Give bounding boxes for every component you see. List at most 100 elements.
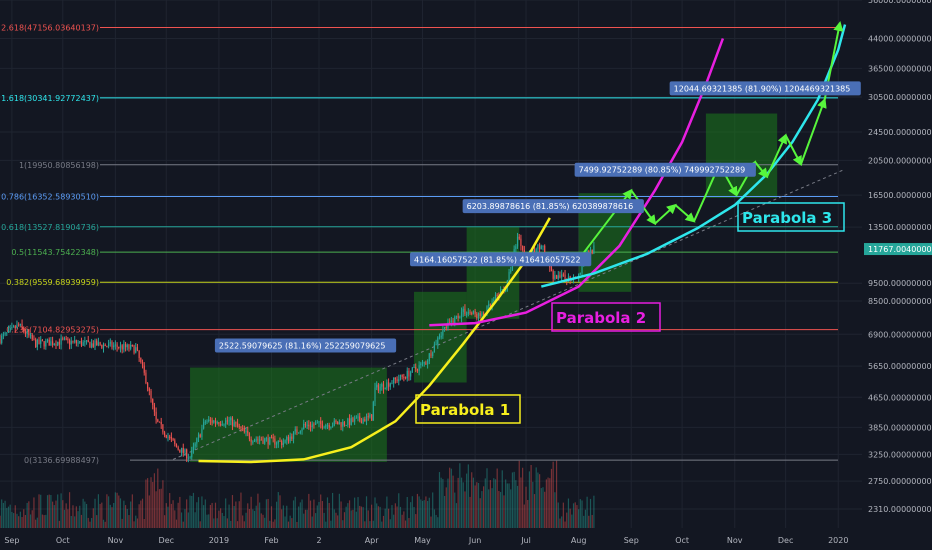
candle-body	[355, 417, 357, 419]
candle-body	[113, 345, 115, 348]
price-axis[interactable]: 56000.00000000 44000.00000000 36500.000000…	[864, 0, 932, 514]
candle-body	[360, 420, 363, 424]
volume-bar	[520, 477, 522, 528]
candle-body	[488, 304, 490, 307]
volume-bar	[55, 500, 57, 528]
candle-body	[299, 431, 301, 433]
volume-bar	[396, 506, 398, 528]
volume-bar	[60, 493, 62, 528]
volume-bar	[418, 496, 420, 528]
candle-body	[77, 342, 79, 344]
volume-bar	[80, 514, 83, 528]
volume-bar	[316, 505, 318, 528]
candle-body	[102, 344, 105, 348]
volume-bar	[425, 496, 427, 528]
candle-body	[304, 423, 307, 425]
fib-level-label: 0.236(7104.82953275)	[6, 326, 99, 335]
y-tick-label: 13500.00000000	[868, 223, 932, 232]
candle-body	[427, 360, 429, 365]
volume-bar	[52, 501, 54, 528]
candle-body	[1, 335, 3, 343]
volume-bar	[19, 511, 21, 528]
volume-bar	[367, 510, 369, 528]
candle-body	[372, 401, 374, 421]
candle-body	[374, 387, 376, 402]
y-tick-label: 2750.00000000	[868, 477, 932, 486]
volume-bar	[450, 468, 452, 528]
volume-bar	[309, 500, 312, 528]
volume-bar	[494, 479, 497, 528]
projection-arrow	[766, 133, 787, 178]
candle-body	[386, 382, 388, 389]
candle-body	[362, 419, 364, 424]
volume-bar	[97, 494, 100, 528]
volume-bar	[287, 521, 290, 528]
projection-arrow	[654, 203, 677, 225]
volume-bar	[387, 508, 390, 528]
y-tick-label: 16500.00000000	[868, 191, 932, 200]
volume-bar	[206, 514, 208, 528]
volume-bar	[48, 494, 50, 528]
volume-bar	[274, 519, 276, 528]
candle-body	[148, 388, 150, 391]
candle-body	[396, 379, 398, 382]
candle-body	[330, 426, 332, 428]
volume-bar	[572, 503, 575, 528]
volume-bar	[14, 505, 16, 528]
volume-bar	[177, 502, 179, 528]
candle-body	[74, 340, 76, 342]
time-axis[interactable]: Sep Oct Nov Dec 2019 Feb 2 Apr May Jun Jul Aug Sep Oc…	[4, 536, 848, 545]
volume-bar	[57, 494, 59, 528]
candle-body	[138, 350, 140, 358]
volume-bar	[121, 518, 123, 528]
measure-label-text: 12044.69321385 (81.90%) 1204469321385	[674, 84, 851, 93]
candle-body	[40, 340, 42, 344]
y-tick-label: 3250.00000000	[868, 450, 932, 459]
candle-body	[223, 424, 225, 426]
candle-body	[60, 338, 62, 345]
candle-body	[145, 372, 147, 384]
candle-body	[226, 420, 228, 422]
candle-body	[19, 323, 21, 325]
candle-body	[454, 316, 456, 324]
volume-bar	[155, 491, 157, 528]
candle-body	[225, 420, 227, 425]
volume-bar	[311, 516, 313, 528]
candle-body	[180, 447, 183, 453]
candle-body	[369, 414, 371, 417]
volume-bar	[427, 500, 429, 528]
volume-bar	[379, 506, 381, 528]
x-tick-label: 2019	[209, 536, 229, 545]
volume-bar	[279, 495, 281, 528]
candle-body	[432, 352, 434, 357]
volume-bar	[29, 514, 32, 528]
candle-body	[236, 423, 239, 427]
volume-bar	[296, 521, 298, 528]
volume-bar	[286, 505, 288, 528]
volume-bar	[423, 500, 425, 528]
volume-bar	[84, 501, 86, 528]
candle-body	[99, 342, 101, 345]
volume-bar	[471, 472, 473, 528]
candle-body	[192, 446, 195, 451]
candle-body	[87, 340, 89, 343]
candle-body	[345, 424, 347, 426]
volume-bar	[354, 497, 356, 528]
candle-body	[179, 449, 181, 453]
volume-bar	[53, 505, 55, 528]
candle-body	[291, 436, 293, 439]
candle-body	[449, 322, 451, 324]
candle-body	[491, 301, 493, 306]
candle-body	[457, 315, 459, 319]
volume-bar	[404, 520, 407, 528]
candle-body	[462, 308, 464, 312]
volume-bar	[225, 498, 227, 528]
candle-body	[501, 289, 503, 291]
volume-bar	[240, 492, 242, 528]
parabola-labels: Parabola 1 Parabola 2 Parabola 3	[415, 202, 845, 424]
volume-bar	[337, 515, 339, 528]
volume-bar	[593, 495, 595, 528]
volume-bar	[469, 496, 471, 528]
volume-bar	[532, 481, 534, 528]
